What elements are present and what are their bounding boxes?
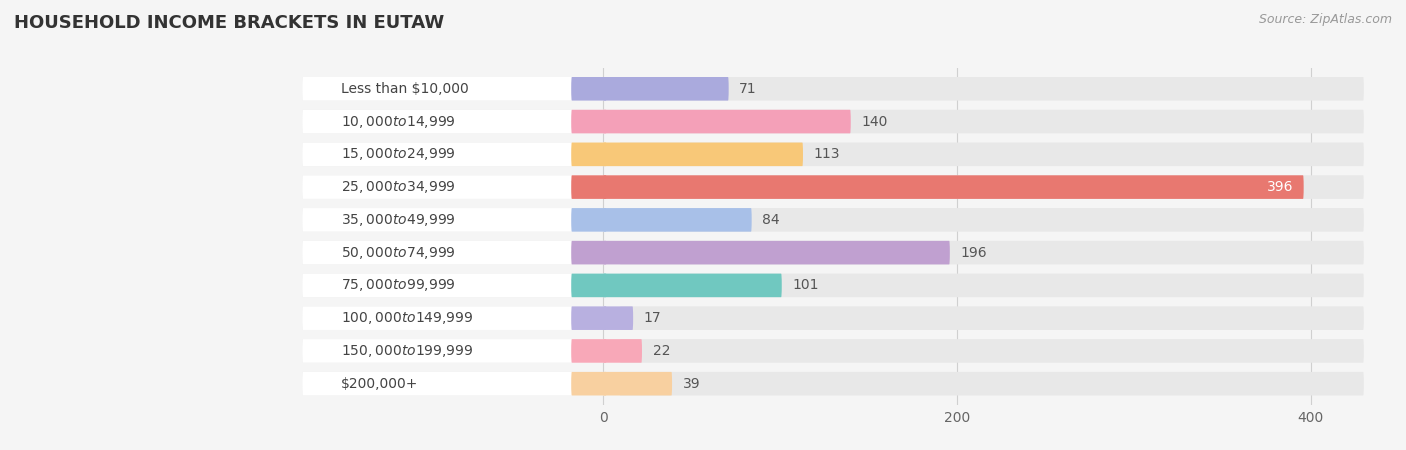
Text: $15,000 to $24,999: $15,000 to $24,999 [342, 146, 456, 162]
FancyBboxPatch shape [302, 372, 1364, 396]
FancyBboxPatch shape [302, 306, 621, 330]
FancyBboxPatch shape [603, 306, 633, 330]
Text: HOUSEHOLD INCOME BRACKETS IN EUTAW: HOUSEHOLD INCOME BRACKETS IN EUTAW [14, 14, 444, 32]
Text: $200,000+: $200,000+ [342, 377, 419, 391]
FancyBboxPatch shape [302, 110, 1364, 133]
FancyBboxPatch shape [302, 339, 621, 363]
Text: 396: 396 [1267, 180, 1294, 194]
Text: Source: ZipAtlas.com: Source: ZipAtlas.com [1258, 14, 1392, 27]
FancyBboxPatch shape [571, 176, 606, 199]
FancyBboxPatch shape [302, 241, 621, 265]
Text: 84: 84 [762, 213, 780, 227]
FancyBboxPatch shape [302, 208, 1364, 232]
FancyBboxPatch shape [302, 176, 1364, 199]
FancyBboxPatch shape [302, 274, 1364, 297]
FancyBboxPatch shape [571, 208, 606, 232]
FancyBboxPatch shape [603, 339, 643, 363]
FancyBboxPatch shape [603, 143, 803, 166]
FancyBboxPatch shape [302, 274, 621, 297]
Text: $10,000 to $14,999: $10,000 to $14,999 [342, 113, 456, 130]
FancyBboxPatch shape [302, 208, 621, 232]
FancyBboxPatch shape [603, 176, 1303, 199]
Text: 140: 140 [862, 115, 887, 129]
FancyBboxPatch shape [571, 339, 606, 363]
FancyBboxPatch shape [603, 77, 728, 101]
FancyBboxPatch shape [302, 110, 621, 133]
FancyBboxPatch shape [603, 110, 851, 133]
Text: Less than $10,000: Less than $10,000 [342, 82, 470, 96]
FancyBboxPatch shape [571, 143, 606, 166]
Text: $75,000 to $99,999: $75,000 to $99,999 [342, 277, 456, 293]
FancyBboxPatch shape [302, 339, 1364, 363]
FancyBboxPatch shape [302, 77, 621, 101]
Text: 71: 71 [740, 82, 756, 96]
Text: 113: 113 [814, 147, 841, 162]
FancyBboxPatch shape [603, 208, 752, 232]
Text: $50,000 to $74,999: $50,000 to $74,999 [342, 245, 456, 261]
FancyBboxPatch shape [571, 241, 606, 265]
Text: $35,000 to $49,999: $35,000 to $49,999 [342, 212, 456, 228]
FancyBboxPatch shape [571, 110, 606, 133]
FancyBboxPatch shape [302, 241, 1364, 265]
FancyBboxPatch shape [302, 143, 1364, 166]
Text: 196: 196 [960, 246, 987, 260]
Text: 17: 17 [644, 311, 661, 325]
Text: 101: 101 [793, 279, 818, 292]
FancyBboxPatch shape [302, 143, 621, 166]
Text: 39: 39 [683, 377, 700, 391]
Text: $25,000 to $34,999: $25,000 to $34,999 [342, 179, 456, 195]
FancyBboxPatch shape [302, 306, 1364, 330]
FancyBboxPatch shape [603, 372, 672, 396]
FancyBboxPatch shape [603, 274, 782, 297]
Text: 22: 22 [652, 344, 671, 358]
FancyBboxPatch shape [302, 372, 621, 396]
FancyBboxPatch shape [302, 176, 621, 199]
FancyBboxPatch shape [603, 241, 950, 265]
FancyBboxPatch shape [571, 372, 606, 396]
FancyBboxPatch shape [302, 77, 1364, 101]
FancyBboxPatch shape [571, 306, 606, 330]
Text: $100,000 to $149,999: $100,000 to $149,999 [342, 310, 474, 326]
Text: $150,000 to $199,999: $150,000 to $199,999 [342, 343, 474, 359]
FancyBboxPatch shape [571, 77, 606, 101]
FancyBboxPatch shape [571, 274, 606, 297]
